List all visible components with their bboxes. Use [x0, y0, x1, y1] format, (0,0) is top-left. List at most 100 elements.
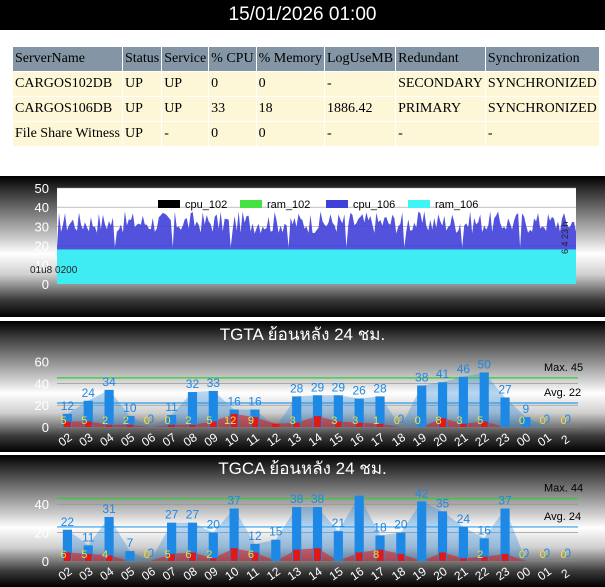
secondary-bar-14 — [313, 416, 322, 427]
secondary-bar-13 — [293, 422, 301, 427]
tgca-chart-title: TGCA ย้อนหลัง 24 ชม. — [218, 459, 387, 478]
secondary-bar-05 — [126, 424, 134, 427]
secondary-value-label: 8 — [373, 549, 379, 561]
secondary-value-label: 0 — [144, 549, 150, 561]
legend-label: cpu_102 — [185, 199, 227, 211]
y-tick-label: 60 — [35, 354, 49, 369]
secondary-value-label: 0 — [144, 415, 150, 427]
bar-value-label: 16 — [227, 395, 241, 409]
bar-value-label: 0 — [564, 546, 571, 560]
table-cell: - — [323, 71, 397, 97]
y-tick-label: 0 — [42, 420, 49, 435]
bar-17 — [375, 396, 385, 427]
bar-value-label: 34 — [102, 375, 116, 389]
bar-value-label: 16 — [478, 523, 492, 537]
x-tick-label: 11 — [244, 564, 263, 583]
x-tick-label: 07 — [160, 430, 179, 449]
x-tick-label: 08 — [181, 430, 200, 449]
table-cell: 0 — [255, 71, 325, 97]
bar-value-label: 18 — [373, 520, 387, 534]
bar-20 — [437, 382, 448, 427]
bar-15 — [333, 531, 343, 561]
x-tick-label: 03 — [76, 564, 95, 583]
secondary-bar-09 — [209, 421, 217, 427]
y-tick-label: 20 — [35, 398, 49, 413]
bar-02 — [62, 413, 73, 427]
bar-value-label: 37 — [498, 493, 512, 507]
bar-09 — [208, 532, 218, 561]
bar-11 — [250, 543, 260, 561]
x-tick-label: 10 — [222, 564, 241, 583]
bar-10 — [229, 508, 239, 561]
x-tick-label: 06 — [139, 430, 158, 449]
x-tick-label: 12 — [264, 564, 283, 583]
bar-21 — [458, 526, 468, 561]
tgta-chart-panel: TGTA ย้อนหลัง 24 ชม. 0 20 40 60 Max. 45 Avg. … — [0, 321, 605, 452]
x-tick-label: 20 — [431, 564, 450, 583]
table-cell: UP — [121, 121, 163, 147]
table-cell: CARGOS102DB — [12, 71, 123, 97]
secondary-bar-14 — [313, 548, 322, 561]
secondary-value-label: 2 — [102, 415, 108, 427]
secondary-bar-02 — [63, 552, 71, 561]
secondary-bar-16 — [355, 552, 363, 561]
table-cell: 0 — [208, 71, 257, 97]
secondary-bar-03 — [84, 553, 92, 561]
secondary-value-label: 9 — [248, 415, 254, 427]
bar-21 — [458, 376, 468, 427]
bar-value-label: 33 — [207, 376, 221, 390]
secondary-bar-12 — [272, 423, 280, 427]
secondary-value-label: 0 — [415, 415, 421, 427]
avg-label: Avg. 22 — [544, 387, 581, 399]
x-tick-label: 2 — [559, 432, 573, 447]
x-tick-label: 17 — [368, 564, 387, 583]
bar-08 — [187, 392, 198, 427]
secondary-bar-23 — [501, 553, 509, 561]
secondary-value-label: 2 — [477, 549, 483, 561]
bar-value-label: 27 — [498, 383, 512, 397]
secondary-value-label: 0 — [561, 415, 567, 427]
x-tick-label: 12 — [264, 430, 283, 449]
x-tick-label: 18 — [389, 430, 408, 449]
x-tick-label: 23 — [493, 430, 512, 449]
x-tick-label: 15 — [327, 430, 346, 449]
bar-value-label: 10 — [123, 401, 137, 415]
secondary-value-label: 5 — [165, 549, 171, 561]
bar-07 — [167, 414, 177, 427]
bar-value-label: 24 — [457, 512, 471, 526]
bar-value-label: 27 — [165, 508, 179, 522]
secondary-bar-20 — [438, 552, 447, 561]
secondary-bar-02 — [63, 421, 71, 427]
secondary-bar-22 — [480, 556, 488, 561]
table-cell: File Share Witness — [12, 121, 123, 147]
legend-swatch — [408, 200, 430, 208]
bar-14 — [312, 395, 323, 427]
secondary-bar-21 — [459, 423, 467, 427]
bar-16 — [354, 398, 364, 427]
legend-label: cpu_106 — [353, 199, 395, 211]
x-tick-label: 21 — [452, 564, 471, 583]
bar-13 — [292, 396, 302, 427]
column-header: % CPU — [208, 46, 257, 72]
secondary-value-label: 2 — [123, 415, 129, 427]
y-tick-label: 40 — [35, 376, 49, 391]
bar-value-label: 12 — [61, 399, 75, 413]
server-usage-chart: 0 10 20 30 40 50 cpu_102 ram_102 cpu_106 ram_106 0… — [30, 181, 576, 292]
bar-value-label: 46 — [457, 362, 471, 376]
secondary-value-label: 5 — [60, 415, 66, 427]
bar-15 — [333, 395, 343, 427]
secondary-bar-08 — [188, 552, 197, 561]
x-tick-label: 13 — [285, 430, 304, 449]
legend-label: ram_106 — [435, 199, 478, 211]
bar-23 — [500, 397, 510, 427]
table-cell: SECONDARY — [395, 71, 486, 97]
secondary-value-label: 0 — [561, 549, 567, 561]
bar-23 — [500, 508, 510, 561]
table-row: File Share Witness UP -0 0- - - — [12, 121, 600, 147]
column-header: % Memory — [255, 46, 325, 72]
column-header: Redundant — [395, 46, 486, 72]
secondary-bar-11 — [251, 417, 259, 427]
table-cell: UP — [121, 71, 163, 97]
bar-05 — [125, 416, 135, 427]
